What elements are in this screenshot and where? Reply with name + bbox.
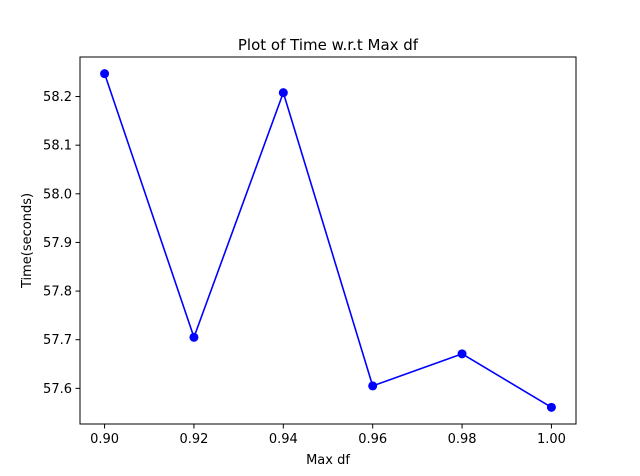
x-tick-label: 0.94 bbox=[269, 432, 298, 447]
series-layer bbox=[100, 69, 556, 412]
y-tick-label: 57.6 bbox=[43, 382, 72, 397]
data-point bbox=[278, 88, 288, 98]
y-tick-label: 57.7 bbox=[43, 333, 72, 348]
data-point bbox=[457, 349, 467, 359]
x-tick-label: 0.90 bbox=[90, 432, 119, 447]
series-line bbox=[103, 73, 552, 409]
y-tick-label: 57.8 bbox=[43, 285, 72, 300]
y-tick-label: 58.2 bbox=[43, 90, 72, 105]
x-axis-ticks: 0.90 0.92 0.94 0.96 0.98 1.00 bbox=[90, 424, 566, 447]
y-tick-label: 58.0 bbox=[43, 187, 72, 202]
x-tick-label: 0.98 bbox=[448, 432, 477, 447]
data-point bbox=[100, 69, 110, 79]
x-axis-label: Max df bbox=[306, 453, 350, 468]
x-tick-label: 0.92 bbox=[179, 432, 208, 447]
y-axis-label: Time(seconds) bbox=[20, 193, 35, 289]
y-axis-ticks: 57.6 57.7 57.8 57.9 58.0 58.1 58.2 bbox=[43, 90, 80, 397]
axes-frame bbox=[79, 56, 577, 425]
chart-title: Plot of Time w.r.t Max df bbox=[238, 36, 419, 54]
x-tick-label: 0.96 bbox=[358, 432, 387, 447]
x-tick-label: 1.00 bbox=[537, 432, 566, 447]
data-point bbox=[546, 402, 556, 412]
data-point bbox=[368, 381, 378, 391]
y-tick-label: 57.9 bbox=[43, 236, 72, 251]
data-point bbox=[189, 332, 199, 342]
y-tick-label: 58.1 bbox=[43, 139, 72, 154]
plot-area bbox=[79, 56, 577, 425]
